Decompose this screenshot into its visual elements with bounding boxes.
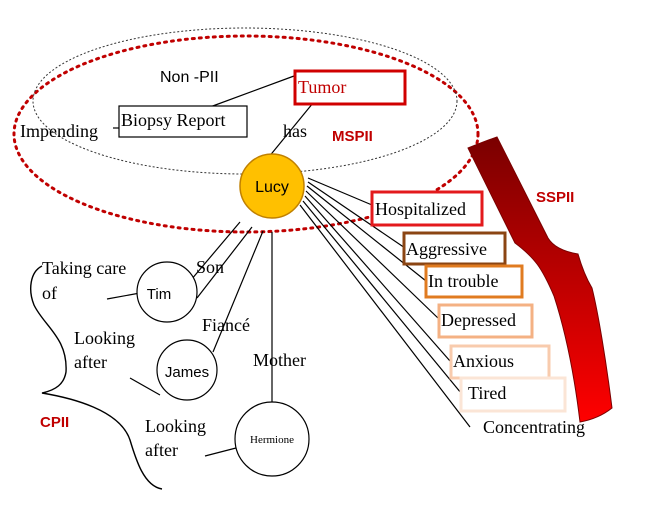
has-label: has [283,121,307,141]
hermione-node [234,401,310,477]
impending-label: Impending [20,121,98,141]
condition-hospitalized: Hospitalized [370,190,484,227]
mspii-label: MSPII [332,128,373,145]
cpii-bracket [30,265,163,490]
condition-box [424,264,524,299]
tim-node [136,261,198,323]
son-label: Son [196,257,224,277]
james-label: James [165,364,209,381]
mother-label: Mother [253,350,306,370]
condition-concentrating: Concentrating [483,417,585,437]
condition-label: Tired [468,383,506,403]
condition-label: In trouble [428,271,498,291]
looking-after-hermione-line1: Looking [145,416,206,436]
taking-care-label-line2: of [42,283,57,303]
condition-box [402,231,507,266]
lucy-node [239,153,305,219]
lucy-label: Lucy [255,179,289,196]
looking-after-james-line1: Looking [74,328,135,348]
condition-box [459,376,567,413]
condition-label: Concentrating [483,417,585,437]
condition-aggressive: Aggressive [402,231,507,266]
taking-care-label-line1: Taking care [42,258,126,278]
condition-anxious: Anxious [449,344,551,380]
non-pii-label: Non -PII [160,69,219,86]
tumor-label: Tumor [298,77,346,97]
condition-label: Depressed [441,310,516,330]
james-node [156,339,218,401]
condition-box [370,190,484,227]
condition-tired: Tired [459,376,567,413]
condition-label: Aggressive [406,239,487,259]
looking-after-hermione-line2: after [145,440,178,460]
biopsy-report-label: Biopsy Report [121,110,226,130]
condition-depressed: Depressed [437,303,534,339]
mspii-region-ellipse [12,34,480,234]
hermione-label: Hermione [250,434,294,446]
condition-box [437,303,534,339]
sspii-label: SSPII [536,189,574,206]
condition-label: Anxious [453,351,514,371]
looking-after-james-line2: after [74,352,107,372]
sspii-bracket [467,136,613,423]
condition-label: Hospitalized [375,199,466,219]
connection-lines [106,75,471,457]
tim-label: Tim [147,286,171,303]
tumor-box [293,69,407,106]
cpii-label: CPII [40,414,69,431]
biopsy-report-box [118,105,248,138]
condition-in-trouble: In trouble [424,264,524,299]
fiance-label: Fiancé [202,315,250,335]
